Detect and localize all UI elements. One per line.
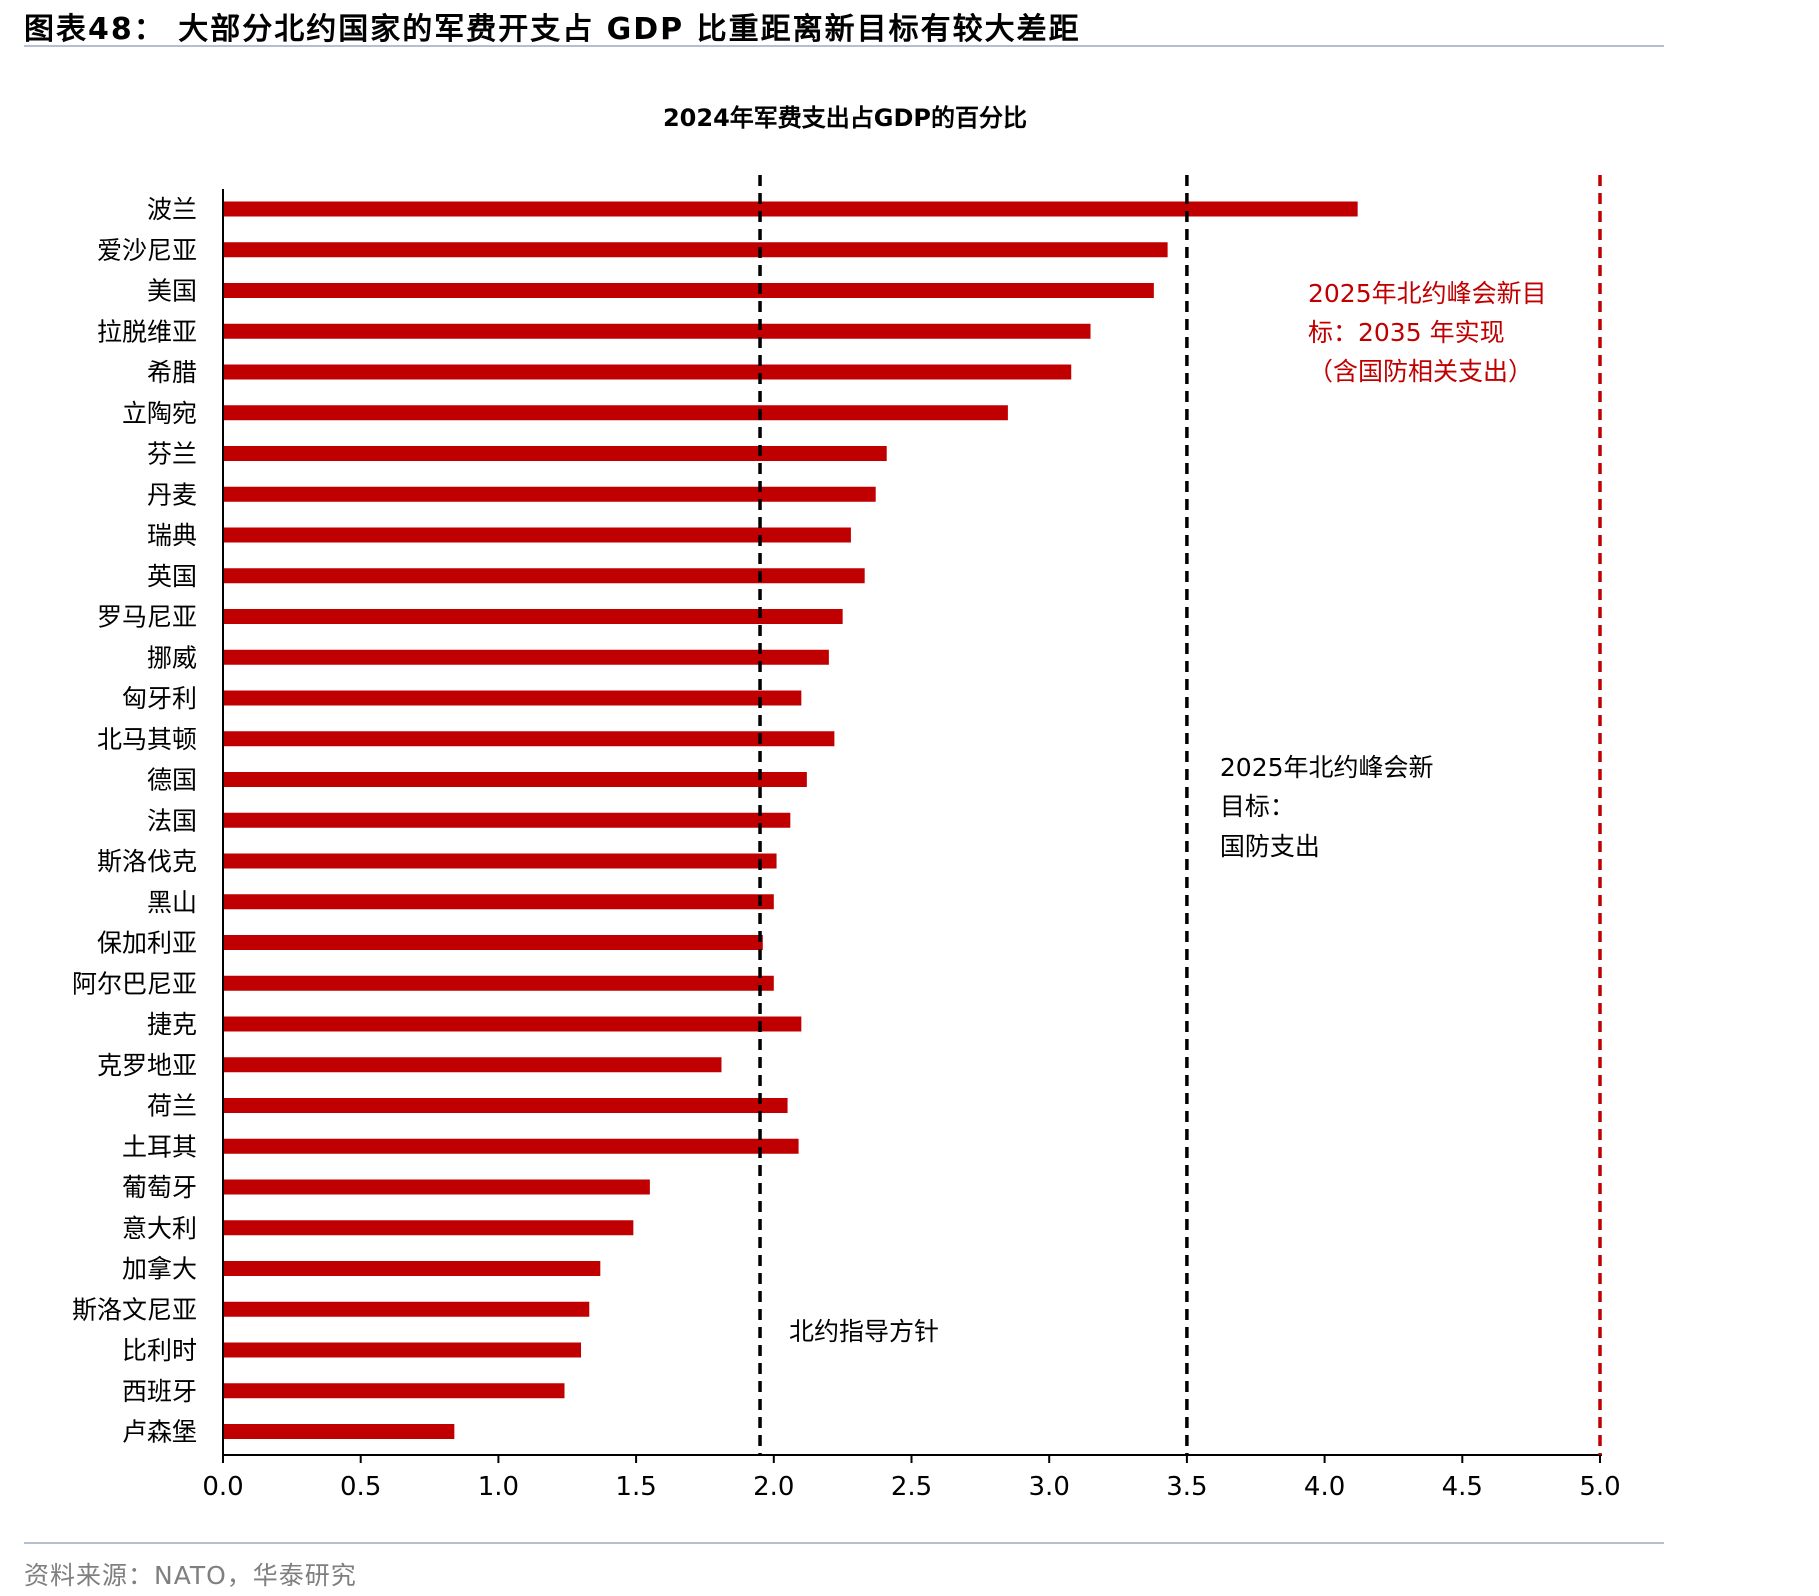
x-tick-label: 4.0 xyxy=(1304,1472,1345,1502)
new-target-annotation: 标：2035 年实现 xyxy=(1308,318,1505,347)
header-divider xyxy=(24,45,1664,47)
category-label: 加拿大 xyxy=(122,1255,197,1284)
category-label: 爱沙尼亚 xyxy=(97,236,197,265)
category-label: 斯洛文尼亚 xyxy=(72,1295,197,1324)
category-label: 葡萄牙 xyxy=(122,1173,197,1202)
source-note: 资料来源：NATO，华泰研究 xyxy=(24,1561,357,1590)
category-label: 挪威 xyxy=(147,643,197,672)
defense-target-annotation: 2025年北约峰会新 xyxy=(1220,753,1434,782)
category-label: 克罗地亚 xyxy=(97,1051,197,1080)
category-label: 土耳其 xyxy=(122,1132,197,1161)
category-label: 西班牙 xyxy=(122,1377,197,1406)
x-tick-label: 1.0 xyxy=(478,1472,519,1502)
bar xyxy=(223,1098,788,1113)
category-label: 阿尔巴尼亚 xyxy=(72,969,197,998)
category-label: 希腊 xyxy=(147,358,197,387)
bar xyxy=(223,568,865,584)
bar xyxy=(223,772,807,787)
bar xyxy=(223,1220,634,1236)
bar xyxy=(223,1057,722,1073)
category-label: 丹麦 xyxy=(147,480,197,509)
category-label: 德国 xyxy=(147,766,197,795)
bar xyxy=(223,1179,650,1195)
bar xyxy=(223,609,843,624)
category-label: 拉脱维亚 xyxy=(97,317,197,346)
bar xyxy=(223,446,887,461)
category-label: 保加利亚 xyxy=(97,929,197,958)
category-label: 捷克 xyxy=(147,1010,197,1039)
bar xyxy=(223,242,1168,258)
bar xyxy=(223,1383,565,1399)
category-label: 立陶宛 xyxy=(122,399,197,428)
bar xyxy=(223,731,835,747)
bar xyxy=(223,1261,601,1276)
x-tick-label: 1.5 xyxy=(615,1472,656,1502)
bar xyxy=(223,690,802,706)
chart-title: 2024年军费支出占GDP的百分比 xyxy=(663,104,1027,132)
category-label: 意大利 xyxy=(122,1214,197,1243)
category-label: 美国 xyxy=(147,277,197,306)
category-label: 波兰 xyxy=(147,195,197,224)
bar xyxy=(223,201,1358,217)
category-label: 荷兰 xyxy=(147,1092,197,1121)
bar xyxy=(223,1016,802,1032)
category-label: 黑山 xyxy=(147,888,197,917)
category-label: 英国 xyxy=(147,562,197,591)
bar xyxy=(223,649,829,665)
x-tick-label: 4.5 xyxy=(1442,1472,1483,1502)
bar xyxy=(223,1342,582,1358)
x-tick-label: 0.5 xyxy=(340,1472,381,1502)
new-target-annotation: （含国防相关支出） xyxy=(1308,357,1533,386)
x-tick-label: 3.5 xyxy=(1166,1472,1207,1502)
category-label: 卢森堡 xyxy=(122,1418,197,1447)
x-tick-label: 5.0 xyxy=(1579,1472,1620,1502)
category-label: 罗马尼亚 xyxy=(97,603,197,632)
category-label: 匈牙利 xyxy=(122,684,197,713)
guideline-annotation: 北约指导方针 xyxy=(789,1317,939,1346)
bar xyxy=(223,405,1008,421)
bar xyxy=(223,935,763,950)
category-label: 斯洛伐克 xyxy=(97,847,197,876)
category-label: 芬兰 xyxy=(147,440,197,469)
defense-target-annotation: 目标： xyxy=(1220,792,1295,821)
bar xyxy=(223,812,791,828)
category-label: 北马其顿 xyxy=(97,725,197,754)
figure-title: 图表48： 大部分北约国家的军费开支占 GDP 比重距离新目标有较大差距 xyxy=(24,12,1081,47)
bar xyxy=(223,1424,455,1439)
defense-target-annotation: 国防支出 xyxy=(1220,832,1320,861)
category-label: 瑞典 xyxy=(147,521,197,550)
x-tick-label: 2.0 xyxy=(753,1472,794,1502)
category-label: 法国 xyxy=(147,806,197,835)
bar xyxy=(223,853,777,869)
bar xyxy=(223,283,1154,298)
x-tick-label: 3.0 xyxy=(1029,1472,1070,1502)
bar xyxy=(223,364,1072,380)
bar xyxy=(223,975,774,991)
bar xyxy=(223,527,851,543)
category-label: 比利时 xyxy=(122,1336,197,1365)
footer-divider xyxy=(24,1542,1664,1544)
bar xyxy=(223,486,876,502)
bar xyxy=(223,1301,590,1317)
x-tick-label: 2.5 xyxy=(891,1472,932,1502)
bar xyxy=(223,1138,799,1154)
bar xyxy=(223,323,1091,339)
figure-header: 图表48： 大部分北约国家的军费开支占 GDP 比重距离新目标有较大差距 xyxy=(24,0,1664,47)
x-tick-label: 0.0 xyxy=(202,1472,243,1502)
new-target-annotation: 2025年北约峰会新目 xyxy=(1308,279,1547,308)
bar xyxy=(223,894,774,910)
